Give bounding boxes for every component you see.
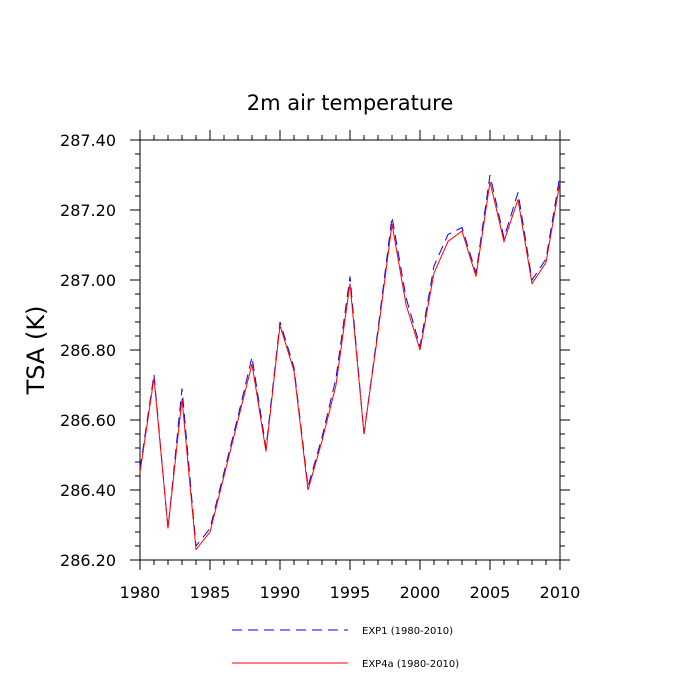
- x-tick-label: 2005: [470, 583, 511, 602]
- x-tick-label: 1995: [330, 583, 371, 602]
- x-axis: 1980 1985 1990 1995 2000 2005 2010: [120, 130, 581, 602]
- y-tick-label: 286.40: [60, 481, 116, 500]
- x-tick-label: 2010: [540, 583, 581, 602]
- y-axis-label: TSA (K): [22, 306, 50, 396]
- y-axis: 286.20 286.40 286.60 286.80 287.00 287.20 287.…: [60, 131, 570, 570]
- series-line-1: [139, 174, 561, 548]
- plot-frame: [139, 139, 561, 561]
- y-tick-label: 286.20: [60, 551, 116, 570]
- x-tick-label: 1980: [120, 583, 161, 602]
- y-tick-label: 287.40: [60, 131, 116, 150]
- x-tick-label: 1985: [190, 583, 231, 602]
- legend-label-2: EXP4a (1980-2010): [362, 659, 459, 670]
- legend-label-1: EXP1 (1980-2010): [362, 626, 453, 637]
- y-tick-label: 286.80: [60, 341, 116, 360]
- series-line-2: [139, 181, 561, 551]
- plot-area: [139, 139, 561, 561]
- legend: EXP1 (1980-2010) EXP4a (1980-2010): [232, 626, 459, 670]
- x-tick-label: 1990: [260, 583, 301, 602]
- y-tick-label: 286.60: [60, 411, 116, 430]
- y-tick-label: 287.00: [60, 271, 116, 290]
- y-tick-label: 287.20: [60, 201, 116, 220]
- x-tick-label: 2000: [400, 583, 441, 602]
- chart-title: 2m air temperature: [247, 91, 454, 115]
